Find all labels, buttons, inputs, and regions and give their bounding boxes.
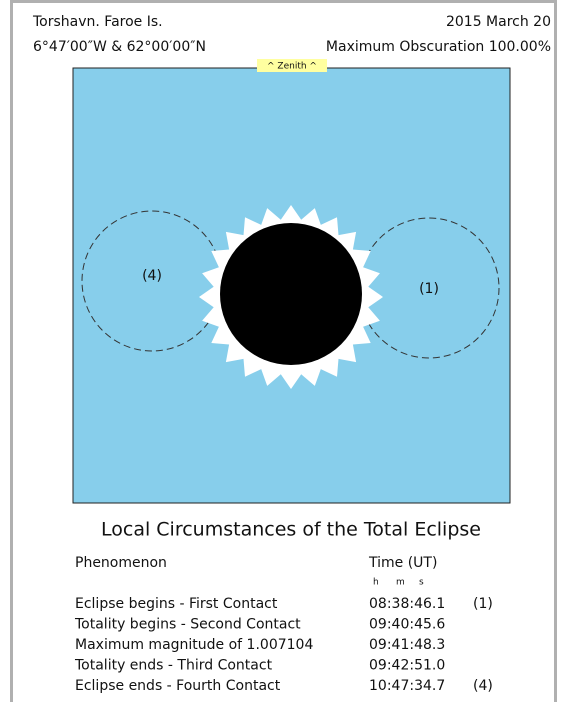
column-header: Phenomenon: [75, 555, 167, 571]
contact-label: (1): [419, 281, 439, 297]
time: 09:42:51.0: [369, 658, 445, 674]
unit-label: m: [396, 578, 405, 588]
phenomenon: Eclipse ends - Fourth Contact: [75, 678, 281, 694]
frame-right: [554, 0, 557, 702]
contact-ref: (4): [473, 678, 493, 694]
coordinates: 6°47′00″W & 62°00′00″N: [33, 39, 206, 55]
column-header: Time (UT): [368, 555, 437, 571]
phenomenon: Totality begins - Second Contact: [74, 617, 301, 633]
unit-label: h: [373, 578, 379, 588]
diagram: ^ Zenith ^ (4) (1): [73, 59, 510, 503]
section-title: Local Circumstances of the Total Eclipse: [101, 519, 481, 541]
time: 09:41:48.3: [369, 637, 445, 653]
time: 09:40:45.6: [369, 617, 445, 633]
phenomenon: Maximum magnitude of 1.007104: [75, 637, 313, 653]
zenith-label: ^ Zenith ^: [267, 62, 317, 72]
contact-label: (4): [142, 268, 162, 284]
location: Torshavn. Faroe Is.: [32, 14, 163, 30]
date: 2015 March 20: [446, 14, 551, 30]
time: 10:47:34.7: [369, 678, 445, 694]
contact-ref: (1): [473, 596, 493, 612]
time: 08:38:46.1: [369, 596, 445, 612]
frame-left: [10, 0, 13, 702]
frame-top: [10, 0, 557, 3]
moon: [220, 223, 362, 365]
page: Torshavn. Faroe Is. 2015 March 20 6°47′0…: [0, 0, 564, 702]
phenomenon: Totality ends - Third Contact: [74, 658, 273, 674]
unit-label: s: [419, 578, 424, 588]
phenomenon: Eclipse begins - First Contact: [75, 596, 278, 612]
obscuration: Maximum Obscuration 100.00%: [326, 39, 551, 55]
